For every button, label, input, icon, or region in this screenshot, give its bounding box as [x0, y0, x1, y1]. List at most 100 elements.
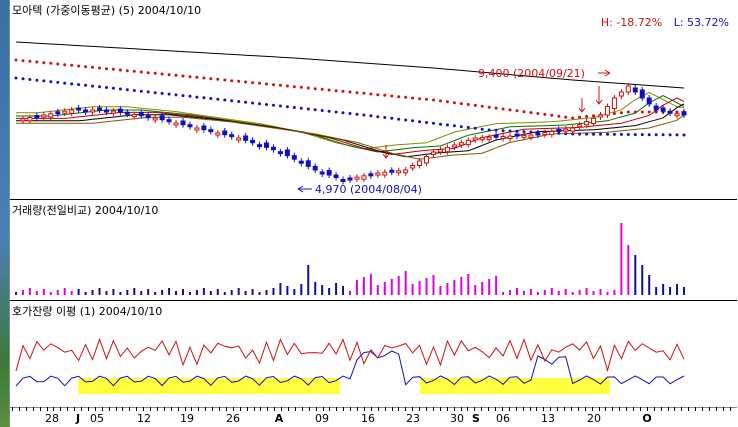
low-price-annotation: 4,970 (2004/08/04)	[315, 183, 422, 196]
candlestick	[458, 142, 464, 146]
volume-bar	[182, 289, 184, 295]
volume-bar	[383, 282, 386, 295]
blue-dotted-average-point	[105, 86, 108, 89]
blue-dotted-average-point	[320, 109, 324, 112]
date-axis-label: 28	[45, 412, 59, 425]
red-dotted-average-point	[557, 114, 561, 118]
blue-dotted-average-point	[299, 106, 303, 110]
blue-dotted-average-point	[188, 94, 192, 98]
date-axis-tick	[32, 407, 34, 411]
candlestick	[632, 87, 638, 93]
date-axis-tick	[18, 407, 20, 411]
blue-dotted-average-point	[592, 132, 595, 136]
candlestick	[507, 135, 513, 139]
date-axis-tick	[660, 407, 662, 411]
volume-bar	[126, 290, 129, 295]
candlestick	[69, 109, 75, 114]
order-balance-chart-canvas[interactable]	[10, 301, 737, 407]
date-axis-tick	[101, 407, 103, 411]
red-dotted-average-point	[84, 65, 88, 69]
red-dotted-average-point	[174, 73, 178, 77]
date-axis-tick	[646, 407, 648, 411]
volume-bar	[300, 284, 303, 295]
date-axis-tick	[212, 407, 214, 411]
blue-dotted-average-point	[668, 133, 672, 137]
volume-panel[interactable]: 거래량(전일비교) 2004/10/10	[10, 200, 737, 301]
red-dotted-average-point	[237, 79, 241, 83]
date-axis-tick	[550, 407, 552, 411]
date-axis-tick	[239, 407, 241, 411]
date-axis-tick	[274, 407, 276, 411]
high-price-annotation: 9,400 (2004/09/21)	[478, 67, 585, 80]
date-axis-tick	[232, 407, 234, 411]
price-chart-canvas[interactable]	[10, 0, 737, 199]
candlestick	[138, 112, 144, 117]
candlestick	[500, 136, 506, 139]
blue-dotted-average-point	[209, 97, 213, 100]
candlestick	[124, 111, 130, 115]
candlestick	[389, 169, 395, 173]
blue-dotted-average-point	[223, 98, 227, 102]
blue-dotted-average-point	[619, 132, 623, 136]
blue-dotted-average-point	[272, 103, 275, 107]
date-axis-label: 16	[361, 412, 375, 425]
candlestick	[347, 177, 353, 181]
volume-bar	[683, 287, 685, 295]
volume-bar	[42, 289, 45, 295]
red-dotted-average-point	[167, 73, 171, 77]
red-dotted-average-point	[320, 87, 324, 91]
candlestick	[166, 119, 172, 123]
blue-dotted-average-point	[153, 91, 157, 95]
candlestick	[361, 175, 367, 180]
date-axis-tick	[329, 407, 331, 411]
buy-signal-arrow	[595, 86, 603, 105]
date-axis-tick	[377, 407, 379, 411]
volume-bar	[613, 290, 616, 295]
candlestick	[570, 127, 576, 132]
blue-dotted-average-point	[244, 100, 248, 104]
date-axis-tick	[53, 407, 55, 411]
date-axis-label: 13	[541, 412, 555, 425]
red-dotted-average-point	[146, 71, 150, 75]
date-axis-label: O	[642, 412, 652, 425]
date-axis-tick	[12, 407, 13, 411]
red-dotted-average-point	[550, 113, 554, 117]
candlestick	[62, 110, 68, 114]
price-panel[interactable]: 모아텍 (가중이동평균) (5) 2004/10/10 H: -18.72% L…	[10, 0, 737, 200]
red-dotted-average-point	[473, 103, 477, 107]
volume-bar	[467, 274, 470, 295]
candlestick	[187, 124, 193, 128]
blue-dotted-average-point	[466, 126, 470, 129]
date-axis-tick	[315, 407, 317, 411]
candlestick	[117, 108, 123, 113]
candlestick	[298, 160, 304, 164]
volume-bar	[63, 288, 66, 295]
date-axis-tick	[281, 407, 283, 411]
date-axis-tick	[446, 407, 448, 411]
blue-dotted-average-point	[139, 89, 143, 93]
volume-bar	[669, 287, 672, 295]
date-axis-tick	[294, 407, 296, 411]
date-axis-tick	[557, 407, 559, 411]
date-axis-tick	[695, 407, 697, 411]
volume-bar	[70, 291, 73, 295]
volume-bar	[522, 291, 525, 295]
blue-dotted-average-point	[28, 78, 32, 81]
red-dotted-average-point	[494, 106, 498, 110]
date-axis-tick	[598, 407, 600, 411]
date-axis-tick	[633, 407, 634, 411]
volume-chart-canvas[interactable]	[10, 200, 737, 300]
blue-dotted-average-point	[70, 82, 74, 86]
red-dotted-average-point	[278, 83, 282, 87]
date-axis-tick	[246, 407, 248, 411]
date-axis-label: 19	[180, 412, 194, 425]
blue-dotted-average-point	[237, 100, 241, 103]
blue-dotted-average-point	[633, 133, 637, 137]
volume-bar	[293, 289, 296, 295]
volume-bar	[606, 292, 609, 295]
order-balance-panel[interactable]: 호가잔량 이평 (1) 2004/10/10	[10, 301, 737, 408]
candlestick	[173, 122, 179, 126]
blue-dotted-average-point	[432, 121, 435, 125]
candlestick	[431, 151, 436, 155]
volume-bar	[592, 291, 595, 295]
